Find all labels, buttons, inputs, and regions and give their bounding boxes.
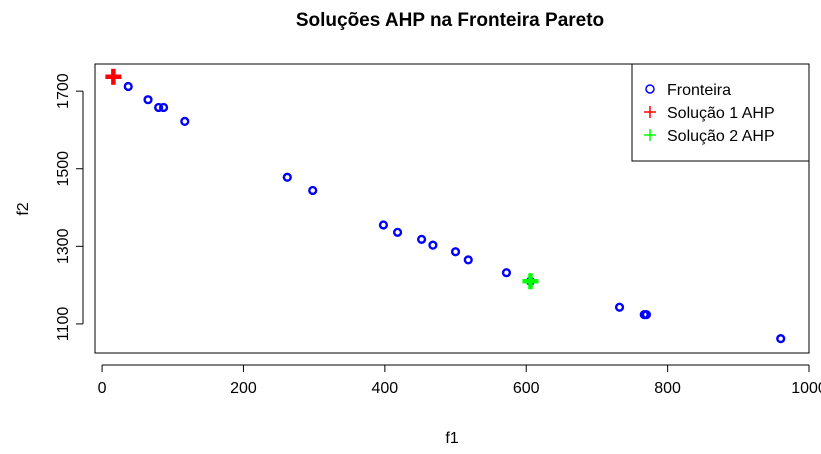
data-points bbox=[105, 68, 786, 344]
y-axis: 1100 1300 1500 1700 bbox=[55, 73, 84, 342]
y-axis-label: f2 bbox=[15, 202, 32, 215]
data-point bbox=[180, 116, 190, 127]
data-point bbox=[143, 95, 153, 105]
data-point bbox=[641, 309, 652, 320]
x-axis-label: f1 bbox=[445, 430, 458, 447]
x-tick-label: 400 bbox=[371, 380, 398, 397]
legend: Fronteira Solução 1 AHP Solução 2 AHP bbox=[631, 63, 810, 162]
y-tick-label: 1700 bbox=[55, 73, 72, 109]
data-point bbox=[392, 227, 403, 237]
data-point bbox=[308, 185, 318, 196]
data-point bbox=[450, 247, 461, 257]
chart-title: Soluções AHP na Fronteira Pareto bbox=[296, 10, 604, 31]
data-point bbox=[158, 102, 169, 113]
x-axis: 0 200 400 600 800 1000 bbox=[98, 364, 821, 397]
data-point bbox=[417, 234, 427, 244]
legend-box bbox=[631, 63, 810, 162]
data-point bbox=[428, 240, 438, 250]
plot-area-frame bbox=[94, 63, 810, 354]
legend-label: Fronteira bbox=[667, 82, 731, 99]
x-tick-label: 200 bbox=[230, 380, 257, 397]
x-tick-label: 1000 bbox=[791, 380, 821, 397]
data-point bbox=[378, 220, 389, 230]
data-point bbox=[614, 302, 625, 312]
legend-label: Solução 1 AHP bbox=[667, 105, 775, 122]
data-point bbox=[105, 68, 122, 85]
legend-marker bbox=[644, 129, 656, 141]
data-point bbox=[154, 102, 164, 113]
legend-label: Solução 2 AHP bbox=[667, 128, 775, 145]
data-point bbox=[501, 268, 512, 278]
data-point bbox=[463, 255, 473, 265]
data-point bbox=[776, 334, 786, 344]
legend-marker bbox=[645, 84, 655, 94]
y-tick-label: 1100 bbox=[55, 307, 72, 342]
data-point bbox=[282, 172, 292, 182]
x-tick-label: 600 bbox=[513, 380, 540, 397]
y-tick-label: 1300 bbox=[55, 228, 72, 264]
x-tick-label: 800 bbox=[654, 380, 681, 397]
x-tick-label: 0 bbox=[98, 380, 107, 397]
data-point bbox=[123, 81, 133, 92]
y-tick-label: 1500 bbox=[55, 151, 72, 187]
legend-marker bbox=[644, 106, 656, 118]
data-point bbox=[522, 273, 539, 290]
